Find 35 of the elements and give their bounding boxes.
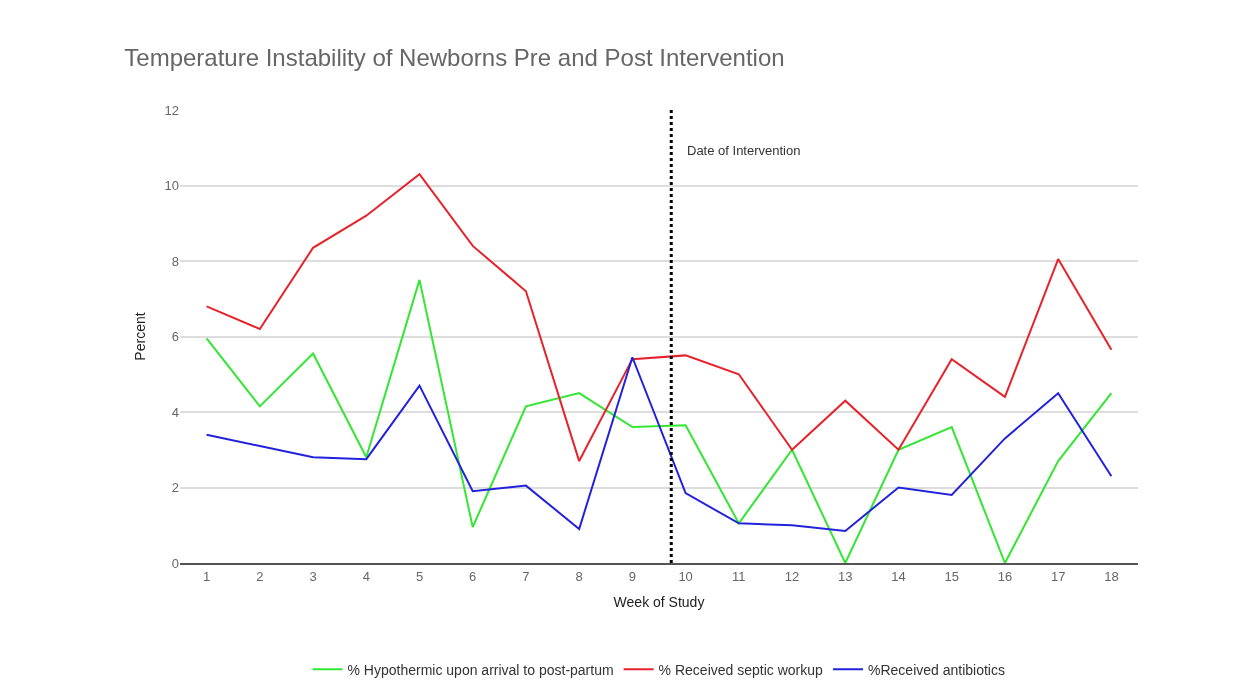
x-tick-label: 14 (891, 568, 906, 584)
x-tick-label: 16 (997, 568, 1013, 584)
x-tick-label: 4 (362, 568, 370, 584)
line-series (205, 356, 1113, 532)
x-tick-label: 2 (256, 568, 264, 584)
line-series (205, 173, 1113, 463)
x-axis-title: Week of Study (613, 594, 705, 611)
ref-line-label: Date of Intervention (687, 143, 801, 158)
x-tick-label: 11 (732, 568, 746, 584)
x-tick-label: 6 (469, 568, 477, 584)
y-tick-label: 10 (164, 178, 179, 194)
x-tick-label: 1 (202, 568, 211, 584)
x-tick-label: 15 (944, 568, 959, 584)
y-tick-label: 4 (171, 404, 179, 420)
y-tick-label: 2 (171, 480, 179, 496)
legend-label: %Received antibiotics (868, 661, 1005, 678)
x-tick-label: 9 (628, 568, 637, 584)
x-tick-label: 17 (1050, 568, 1066, 584)
x-tick-label: 12 (784, 568, 800, 584)
y-tick-label: 8 (171, 253, 179, 269)
x-tick-label: 7 (522, 568, 530, 584)
y-axis-title: Percent (132, 312, 149, 361)
x-tick-label: 10 (678, 568, 693, 584)
y-tick-label: 0 (171, 555, 179, 571)
legend-label: % Hypothermic upon arrival to post-partum (347, 661, 614, 678)
line-series (205, 278, 1113, 563)
chart-title: Temperature Instability of Newborns Pre and Post Intervention (124, 43, 785, 71)
legend-label: % Received septic workup (658, 661, 824, 678)
x-tick-label: 5 (415, 568, 424, 584)
x-tick-label: 18 (1104, 568, 1119, 584)
x-tick-label: 8 (575, 568, 583, 584)
x-tick-label: 13 (838, 568, 853, 584)
y-tick-label: 12 (164, 102, 179, 118)
y-tick-label: 6 (171, 329, 179, 345)
x-tick-label: 3 (309, 568, 317, 584)
